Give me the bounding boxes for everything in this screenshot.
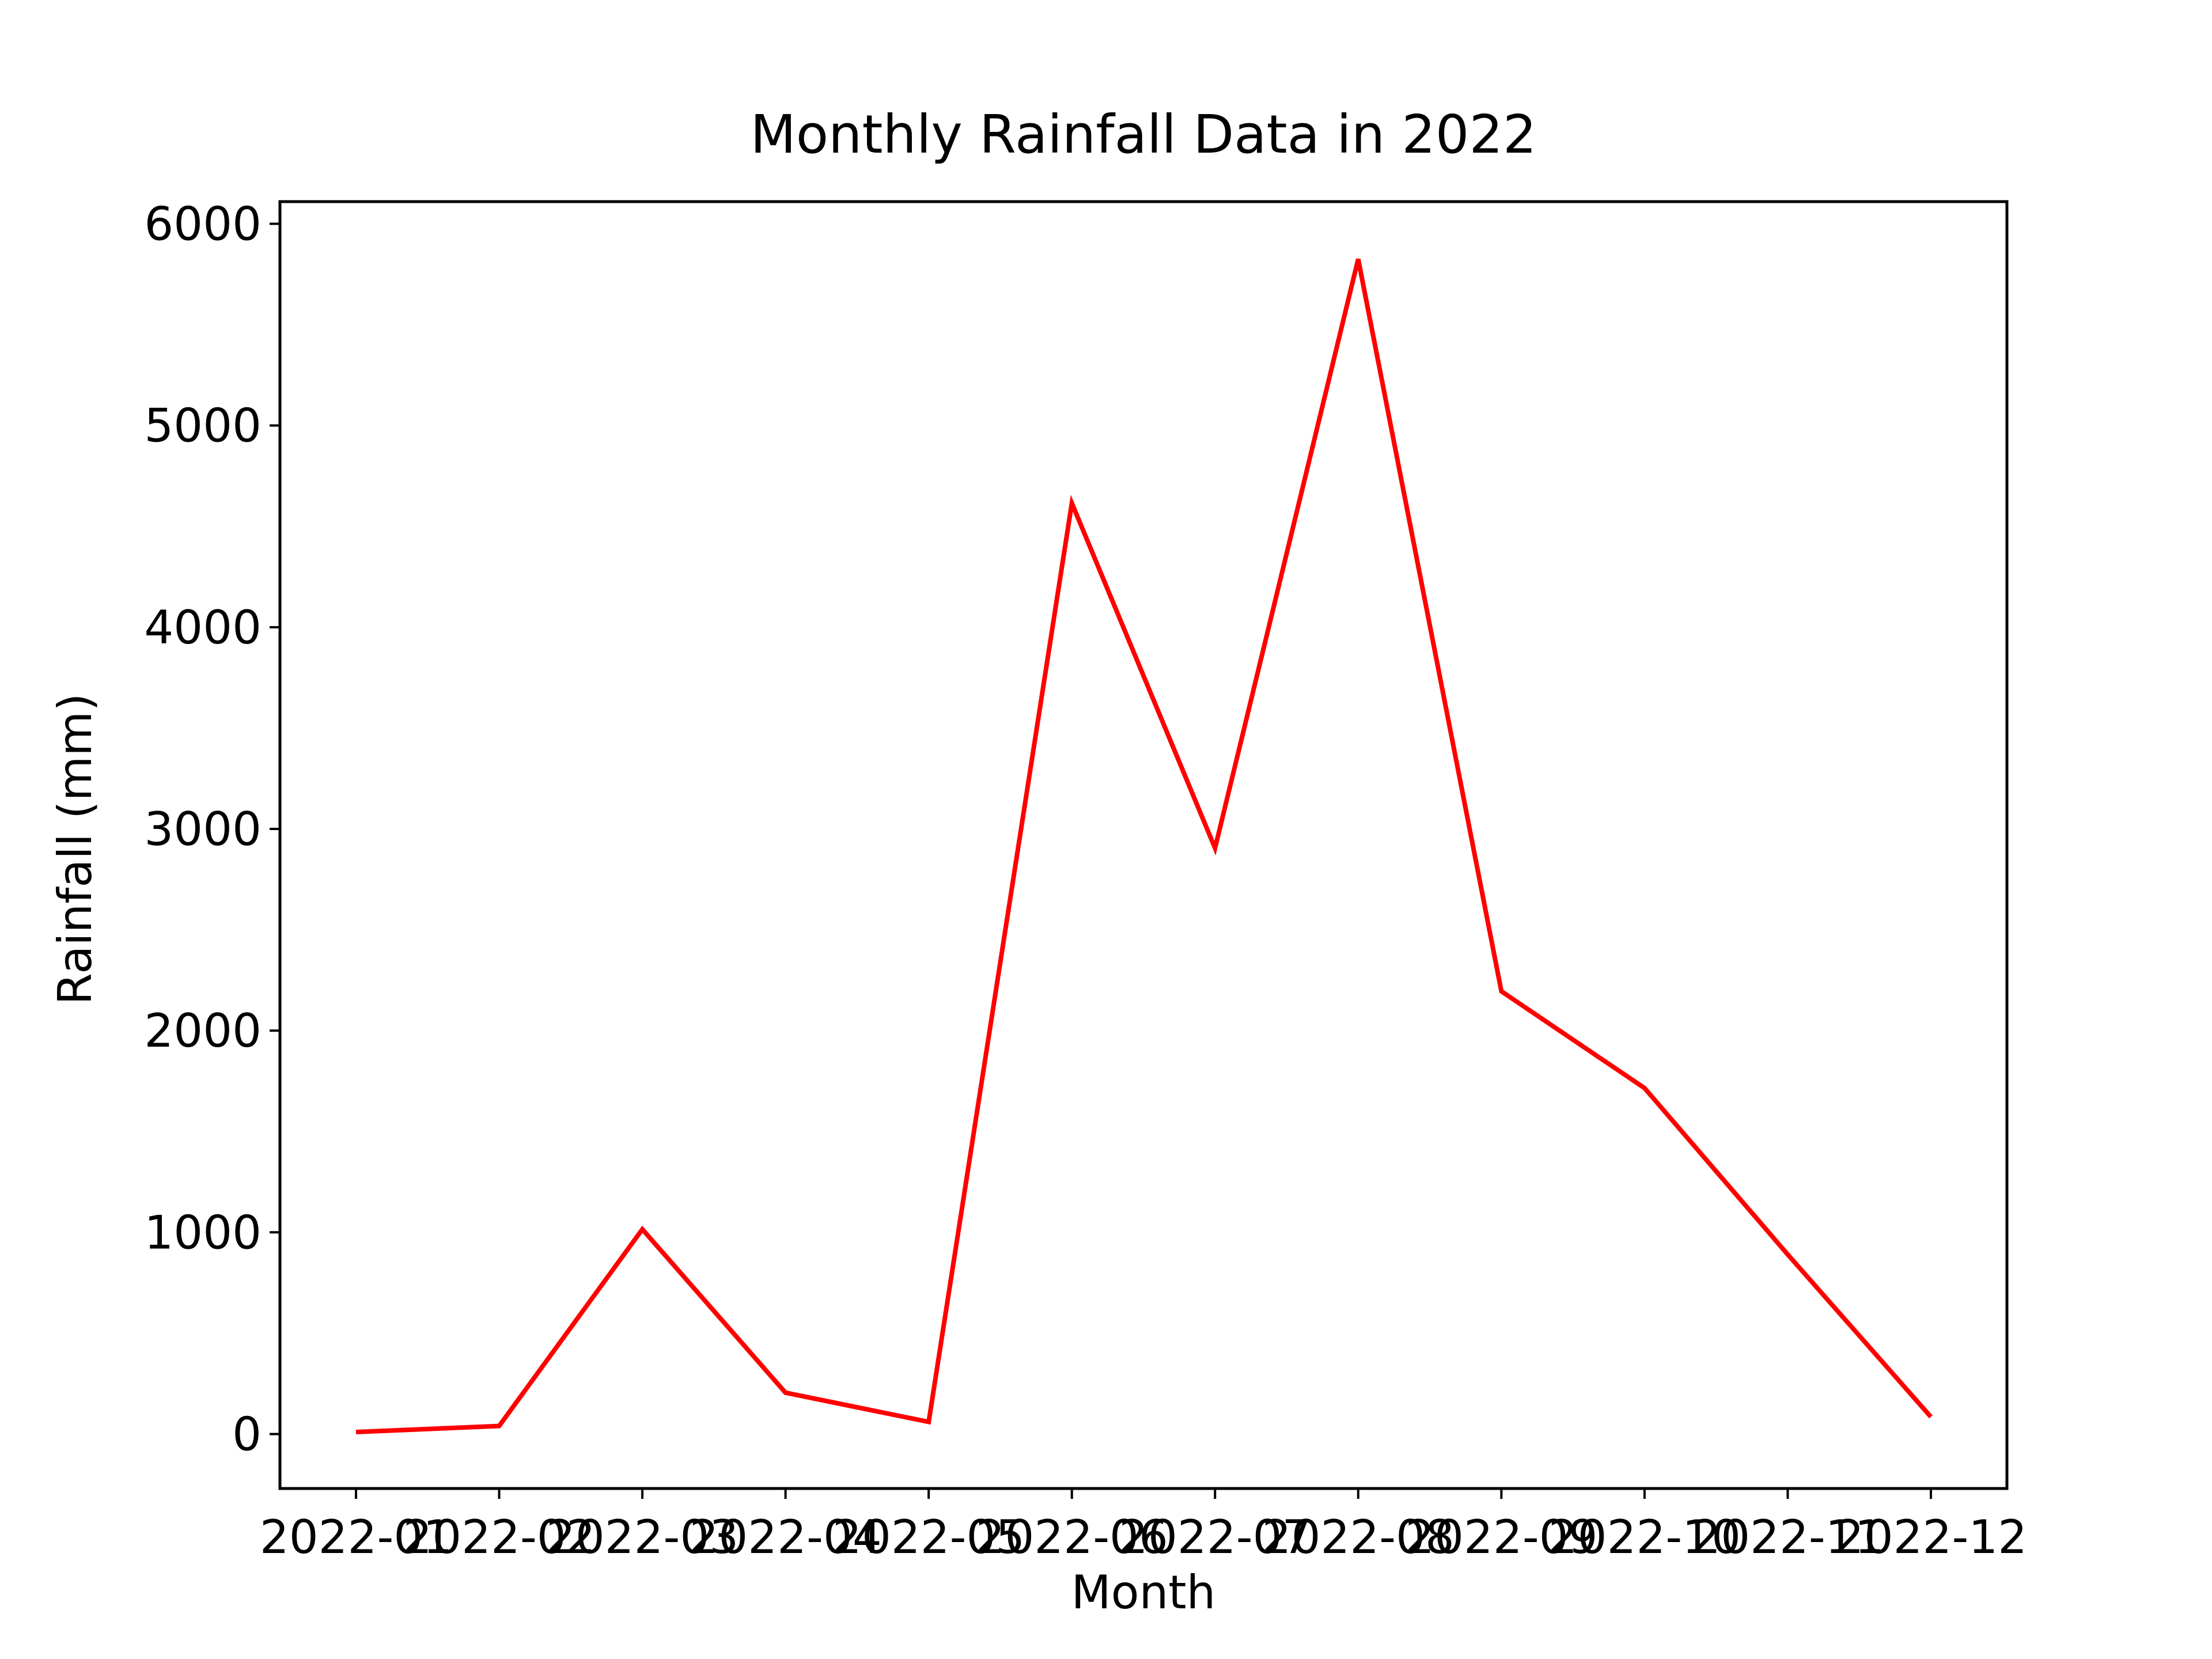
x-tick-label: 2022-06 xyxy=(976,1510,1168,1564)
rainfall-series-line xyxy=(355,258,1933,1434)
y-tick-label: 2000 xyxy=(144,1004,262,1058)
y-tick-label: 0 xyxy=(232,1407,262,1461)
y-tick-label: 6000 xyxy=(144,198,262,251)
x-tick-label: 2022-02 xyxy=(403,1510,595,1564)
x-tick-label: 2022-05 xyxy=(832,1510,1025,1564)
x-tick-label: 2022-03 xyxy=(546,1510,738,1564)
y-tick-label: 4000 xyxy=(144,601,262,654)
y-tick-label: 5000 xyxy=(144,399,262,453)
x-tick-label: 2022-01 xyxy=(260,1510,452,1564)
y-tick-label: 1000 xyxy=(144,1206,262,1259)
chart-title: Monthly Rainfall Data in 2022 xyxy=(750,104,1536,165)
x-tick-label: 2022-12 xyxy=(1835,1510,2027,1564)
x-axis-ticks: 2022-012022-022022-032022-042022-052022-… xyxy=(260,1488,2027,1564)
y-axis-label: Rainfall (mm) xyxy=(48,693,102,1005)
y-tick-label: 3000 xyxy=(144,802,262,856)
y-axis-ticks: 0 1000 2000 3000 4000 5000 6000 xyxy=(144,198,280,1461)
x-tick-label: 2022-04 xyxy=(690,1510,882,1564)
x-tick-label: 2022-11 xyxy=(1691,1510,1884,1564)
x-tick-label: 2022-09 xyxy=(1405,1510,1597,1564)
series-layer xyxy=(355,258,1933,1434)
x-axis-label: Month xyxy=(1071,1566,1216,1619)
x-tick-label: 2022-08 xyxy=(1262,1510,1455,1564)
plot-area-frame xyxy=(278,200,2009,1490)
x-tick-label: 2022-07 xyxy=(1119,1510,1311,1564)
x-tick-label: 2022-10 xyxy=(1548,1510,1741,1564)
